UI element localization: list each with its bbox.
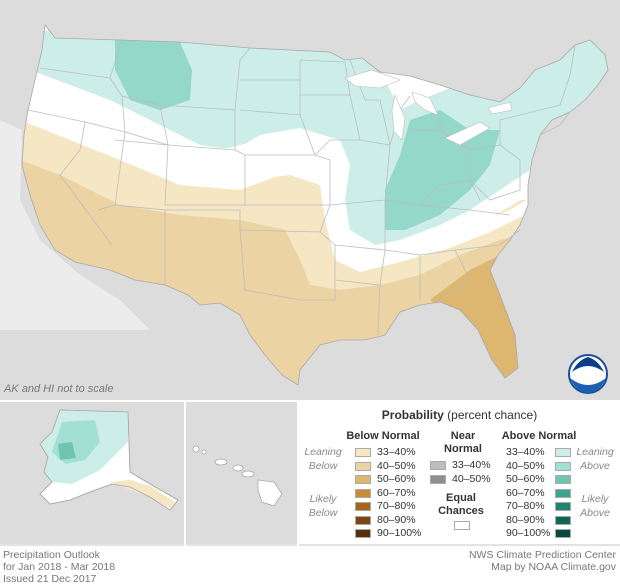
- near-normal-row-label: 33–40%: [452, 459, 491, 471]
- below-normal-row-label: 40–50%: [377, 459, 416, 472]
- legend-title: Probability (percent chance): [381, 408, 538, 422]
- above-normal-row-label: 50–60%: [506, 473, 545, 485]
- above-normal-row-swatch: [555, 529, 571, 538]
- scale-note: AK and HI not to scale: [4, 383, 114, 395]
- footer-source: NWS Climate Prediction Center: [468, 549, 616, 561]
- below-normal-row-label: 70–80%: [377, 500, 416, 512]
- near-normal-heading-2: Normal: [444, 443, 482, 455]
- divider-vertical-2: [297, 400, 299, 546]
- hawaii-inset: [186, 402, 297, 544]
- above-normal-row-label: 33–40%: [506, 446, 545, 458]
- below-normal-heading: Below Normal: [346, 430, 420, 442]
- near-normal-row-swatch: [430, 474, 446, 484]
- equal-chances-heading-1: Equal: [446, 492, 476, 504]
- below-normal-row-label: 60–70%: [377, 486, 416, 499]
- divider-vertical-1: [184, 400, 186, 546]
- above-normal-row-label: 70–80%: [506, 500, 545, 512]
- below-normal-row-swatch: [355, 502, 371, 511]
- below-normal-row-swatch: [355, 448, 371, 457]
- above-normal-row-label: 80–90%: [506, 513, 545, 526]
- likely-above-label: Likely Above: [580, 493, 610, 519]
- svg-text:NOAA: NOAA: [578, 372, 599, 379]
- probability-legend: Probability (percent chance) Below Norma…: [299, 402, 620, 544]
- near-normal-heading-1: Near: [450, 430, 476, 442]
- below-normal-row-label: 33–40%: [377, 446, 416, 458]
- footer-period: for Jan 2018 - Mar 2018: [3, 561, 116, 573]
- above-normal-row-label: 40–50%: [506, 459, 545, 472]
- likely-below-label: Likely Below: [308, 493, 338, 519]
- below-normal-row-label: 90–100%: [377, 527, 422, 539]
- below-normal-row-label: 80–90%: [377, 513, 416, 526]
- equal-chances-heading-2: Chances: [438, 505, 484, 517]
- above-normal-row-label: 90–100%: [506, 527, 551, 539]
- leaning-above-label: Leaning Above: [576, 446, 614, 472]
- below-normal-row-swatch: [355, 461, 371, 471]
- footer-issued: Issued 21 Dec 2017: [3, 573, 97, 585]
- above-normal-row-swatch: [555, 448, 571, 457]
- pacific-ocean: [0, 120, 150, 330]
- leaning-below-label: Leaning Below: [304, 446, 342, 472]
- below-normal-row-swatch: [355, 515, 371, 525]
- footer-title: Precipitation Outlook: [3, 549, 100, 561]
- near-normal-row-swatch: [430, 461, 446, 470]
- noaa-logo: NOAA: [568, 354, 608, 394]
- alaska-inset: [0, 402, 184, 544]
- footer-credit: Map by NOAA Climate.gov: [491, 561, 616, 573]
- below-normal-row-swatch: [355, 488, 371, 498]
- below-normal-row-label: 50–60%: [377, 473, 416, 485]
- above-normal-row-swatch: [555, 488, 571, 498]
- state-borders: [21, 23, 609, 386]
- near-normal-row-label: 40–50%: [452, 472, 491, 485]
- great-lakes: [344, 69, 513, 146]
- below-normal-row-swatch: [355, 529, 371, 538]
- above-normal-row-swatch: [555, 461, 571, 471]
- divider-horizontal: [0, 400, 620, 402]
- above-normal-row-swatch: [555, 515, 571, 525]
- above-normal-row-swatch: [555, 475, 571, 484]
- conus-map: NOAA: [0, 23, 609, 394]
- above-normal-row-label: 60–70%: [506, 486, 545, 499]
- footer: Precipitation Outlook for Jan 2018 - Mar…: [0, 546, 620, 585]
- below-normal-row-swatch: [355, 475, 371, 484]
- above-normal-heading: Above Normal: [501, 430, 577, 442]
- equal-chances-swatch: [454, 521, 470, 530]
- above-normal-row-swatch: [555, 502, 571, 511]
